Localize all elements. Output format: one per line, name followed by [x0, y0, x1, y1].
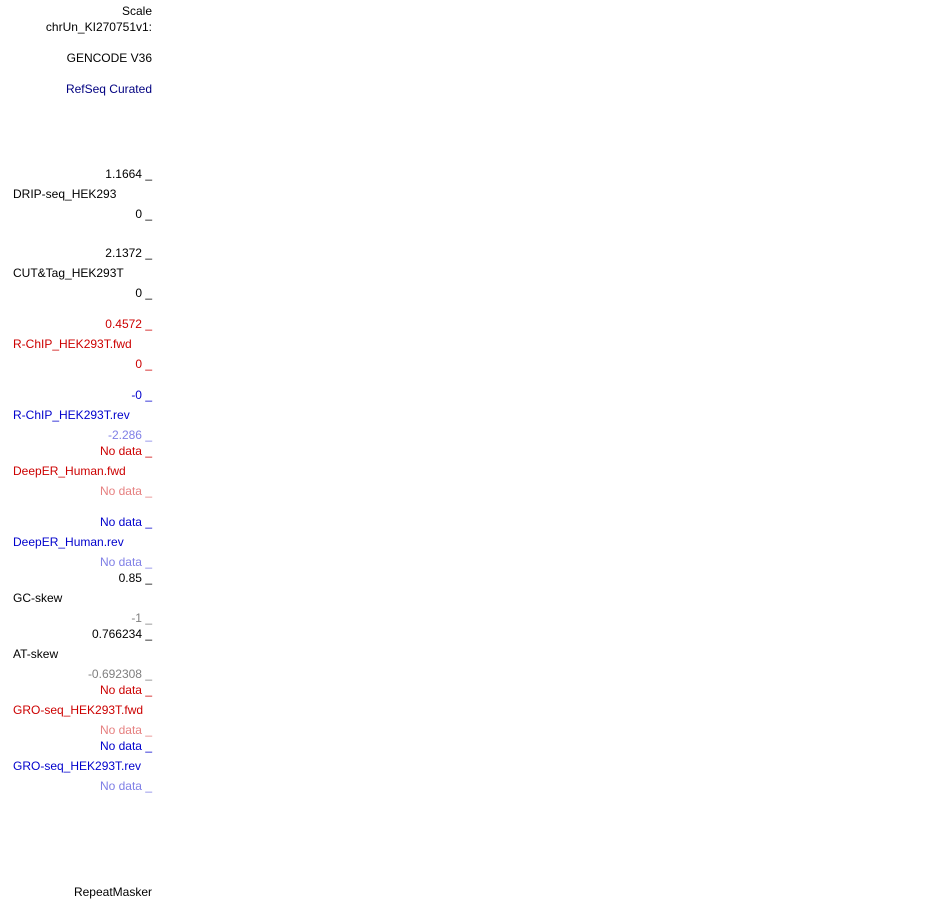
track-min-gro-rev: No data _ — [99, 779, 152, 793]
track-max-cuttag: 2.1372 _ — [105, 246, 152, 260]
track-label-refseq[interactable]: RefSeq Curated — [65, 82, 152, 96]
track-name-deeper-rev[interactable]: DeepER_Human.rev — [13, 535, 124, 549]
track-max-gro-rev: No data _ — [99, 739, 152, 753]
track-min-rchip-fwd: 0 _ — [135, 357, 152, 371]
track-label-gencode[interactable]: GENCODE V36 — [66, 51, 152, 65]
track-min-rchip-rev: -2.286 _ — [107, 428, 152, 442]
chromosome-label: chrUn_KI270751v1: — [45, 20, 152, 34]
track-label-repeatmasker[interactable]: RepeatMasker — [73, 885, 152, 899]
track-max-deeper-rev: No data _ — [99, 515, 152, 529]
track-max-drip: 1.1664 _ — [105, 167, 152, 181]
track-min-deeper-fwd: No data _ — [99, 484, 152, 498]
track-min-gc-skew: -1 _ — [131, 611, 152, 625]
track-min-gro-fwd: No data _ — [99, 723, 152, 737]
track-min-at-skew: -0.692308 _ — [87, 667, 152, 681]
track-max-rchip-fwd: 0.4572 _ — [105, 317, 152, 331]
track-name-rchip-rev[interactable]: R-ChIP_HEK293T.rev — [13, 408, 130, 422]
track-max-deeper-fwd: No data _ — [99, 444, 152, 458]
track-max-at-skew: 0.766234 _ — [91, 627, 152, 641]
track-max-rchip-rev: -0 _ — [131, 388, 152, 402]
scale-label: Scale — [121, 4, 152, 18]
track-name-gro-fwd[interactable]: GRO-seq_HEK293T.fwd — [13, 703, 144, 717]
track-min-drip: 0 _ — [135, 207, 152, 221]
track-name-at-skew[interactable]: AT-skew — [13, 647, 59, 661]
track-max-gc-skew: 0.85 _ — [118, 571, 152, 585]
track-name-rchip-fwd[interactable]: R-ChIP_HEK293T.fwd — [13, 337, 132, 351]
track-min-deeper-rev: No data _ — [99, 555, 152, 569]
track-name-gro-rev[interactable]: GRO-seq_HEK293T.rev — [13, 759, 142, 773]
track-name-drip[interactable]: DRIP-seq_HEK293 — [13, 187, 117, 201]
track-name-deeper-fwd[interactable]: DeepER_Human.fwd — [13, 464, 126, 478]
track-min-cuttag: 0 _ — [135, 286, 152, 300]
track-name-gc-skew[interactable]: GC-skew — [13, 591, 63, 605]
track-name-cuttag[interactable]: CUT&Tag_HEK293T — [13, 266, 124, 280]
track-max-gro-fwd: No data _ — [99, 683, 152, 697]
